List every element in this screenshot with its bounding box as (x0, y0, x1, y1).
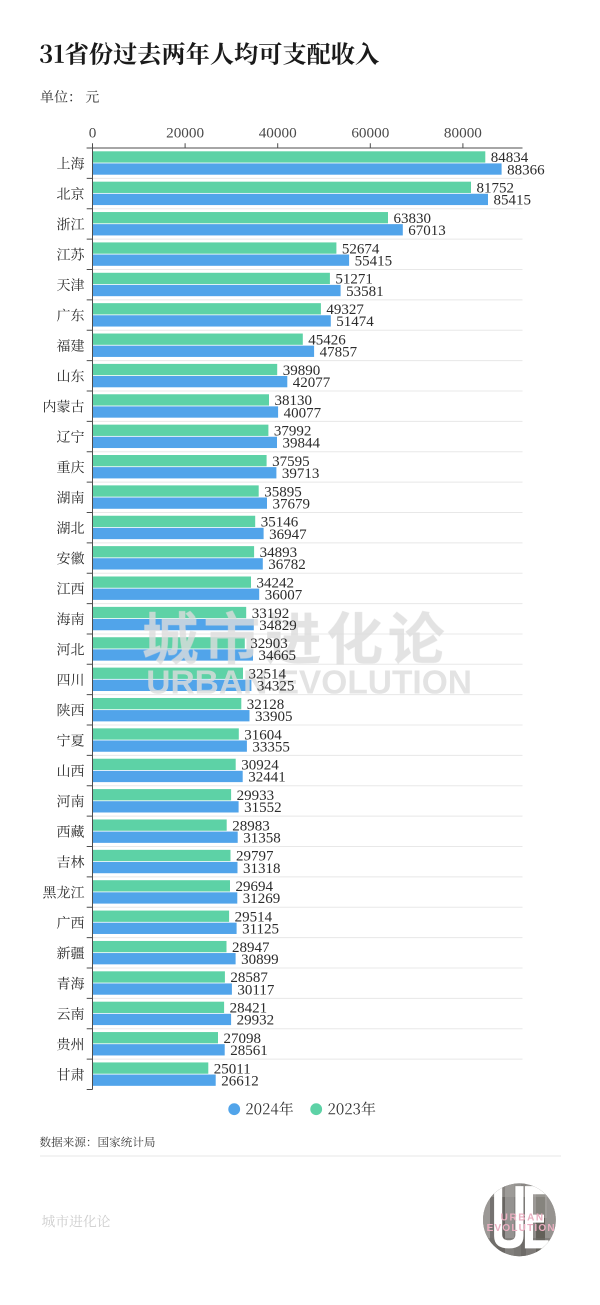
svg-text:67013: 67013 (408, 223, 446, 239)
svg-text:37992: 37992 (274, 424, 312, 440)
svg-text:31604: 31604 (244, 727, 282, 743)
svg-text:49327: 49327 (326, 302, 364, 318)
svg-text:20000: 20000 (166, 125, 204, 142)
svg-text:34665: 34665 (259, 648, 297, 664)
svg-text:25011: 25011 (214, 1061, 251, 1077)
svg-text:81752: 81752 (477, 181, 515, 197)
svg-text:30924: 30924 (241, 758, 279, 774)
svg-text:32903: 32903 (250, 636, 287, 652)
svg-text:31269: 31269 (243, 891, 280, 907)
svg-text:EVOLUTION: EVOLUTION (487, 1223, 556, 1234)
svg-text:45426: 45426 (308, 332, 346, 348)
svg-text:40000: 40000 (259, 125, 297, 142)
svg-text:27098: 27098 (224, 1031, 262, 1047)
svg-text:34829: 34829 (259, 618, 297, 634)
svg-text:55415: 55415 (355, 253, 393, 269)
svg-text:34893: 34893 (260, 545, 298, 561)
svg-text:47857: 47857 (320, 345, 358, 361)
svg-text:85415: 85415 (494, 193, 532, 209)
svg-text:URBAN EVOLUTION: URBAN EVOLUTION (146, 664, 472, 701)
svg-text:28421: 28421 (230, 1001, 268, 1017)
svg-text:42077: 42077 (293, 375, 331, 391)
svg-text:32514: 32514 (249, 667, 287, 683)
svg-text:39713: 39713 (282, 466, 320, 482)
svg-text:29694: 29694 (236, 879, 274, 895)
svg-text:84834: 84834 (491, 150, 529, 166)
svg-text:39844: 39844 (283, 436, 321, 452)
svg-text:31125: 31125 (242, 922, 279, 938)
svg-text:URBAN: URBAN (501, 1213, 545, 1224)
svg-text:36007: 36007 (265, 587, 303, 603)
svg-text:63830: 63830 (394, 211, 432, 227)
svg-text:28983: 28983 (232, 818, 270, 834)
svg-text:28561: 28561 (230, 1043, 268, 1059)
svg-text:33905: 33905 (255, 709, 293, 725)
svg-text:31318: 31318 (243, 861, 281, 877)
svg-text:28947: 28947 (232, 940, 270, 956)
svg-text:52674: 52674 (342, 241, 380, 257)
svg-text:40077: 40077 (284, 405, 322, 421)
svg-text:35895: 35895 (264, 484, 302, 500)
svg-text:29514: 29514 (235, 909, 273, 925)
svg-text:34325: 34325 (257, 679, 295, 695)
svg-text:29797: 29797 (236, 849, 274, 865)
svg-text:34242: 34242 (257, 575, 295, 591)
svg-text:31552: 31552 (244, 800, 282, 816)
svg-text:26612: 26612 (221, 1073, 259, 1089)
svg-text:33192: 33192 (252, 606, 290, 622)
svg-text:37679: 37679 (273, 496, 311, 512)
svg-text:32441: 32441 (248, 770, 286, 786)
svg-text:30117: 30117 (237, 982, 274, 998)
svg-text:31358: 31358 (243, 830, 281, 846)
svg-text:53581: 53581 (346, 284, 384, 300)
svg-text:60000: 60000 (351, 125, 389, 142)
svg-text:0: 0 (89, 125, 97, 142)
svg-text:35146: 35146 (261, 515, 299, 531)
svg-text:38130: 38130 (275, 393, 313, 409)
svg-text:51474: 51474 (336, 314, 374, 330)
svg-text:39890: 39890 (283, 363, 321, 379)
svg-text:32128: 32128 (247, 697, 284, 713)
svg-text:29933: 29933 (237, 788, 275, 804)
svg-text:37595: 37595 (272, 454, 310, 470)
svg-text:88366: 88366 (507, 162, 545, 178)
svg-text:28587: 28587 (230, 970, 268, 986)
svg-text:36782: 36782 (268, 557, 306, 573)
svg-text:29932: 29932 (237, 1013, 275, 1029)
svg-text:80000: 80000 (444, 125, 482, 142)
svg-text:30899: 30899 (241, 952, 279, 968)
svg-text:33355: 33355 (252, 739, 290, 755)
svg-text:36947: 36947 (269, 527, 307, 543)
svg-text:51271: 51271 (335, 272, 373, 288)
